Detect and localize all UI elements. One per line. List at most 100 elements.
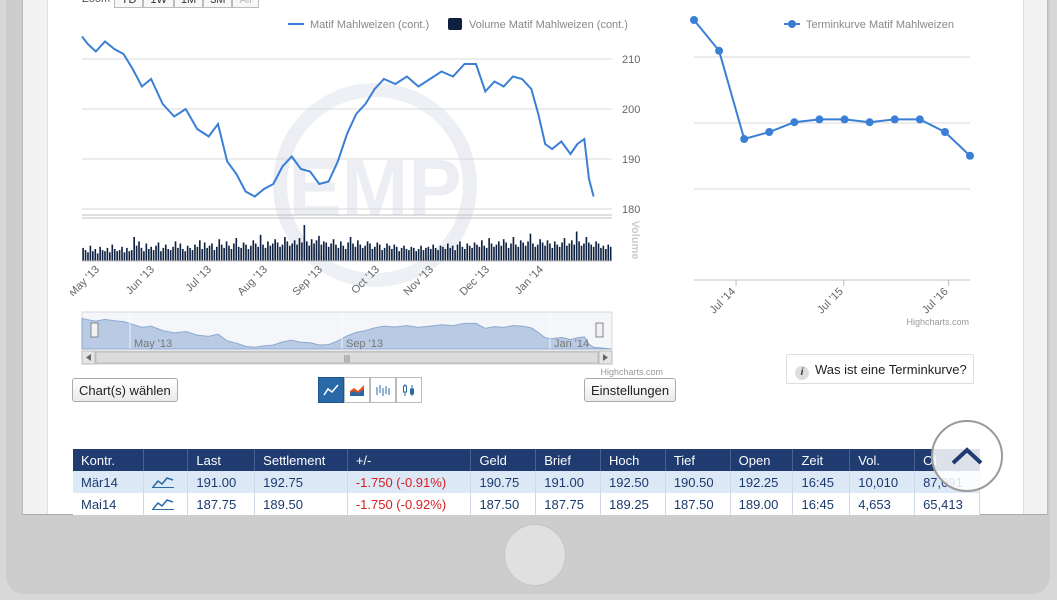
volume-bar: [592, 246, 595, 261]
zoom-1m-button[interactable]: 1M: [173, 0, 204, 8]
forward-point[interactable]: [690, 16, 698, 24]
forward-point[interactable]: [715, 46, 724, 55]
home-button[interactable]: [504, 524, 566, 586]
navigator-scrollbar-thumb[interactable]: [95, 351, 599, 364]
contract-cell[interactable]: Mär14: [73, 471, 144, 493]
volume-bar: [310, 239, 313, 261]
volume-bar: [138, 241, 140, 261]
area-chart-button[interactable]: [344, 377, 370, 403]
volume-bar: [233, 243, 235, 261]
ohlc-chart-button[interactable]: [370, 377, 396, 403]
line-chart-button[interactable]: [318, 377, 344, 403]
nav-label-jan14: Jan '14: [554, 338, 589, 350]
col-header-open[interactable]: Open: [730, 449, 794, 471]
forward-point[interactable]: [940, 128, 949, 136]
col-header-contract[interactable]: Kontr.: [73, 449, 144, 471]
scroll-to-top-button[interactable]: [931, 420, 1003, 492]
volume-bar: [563, 238, 566, 261]
navigator-right-handle[interactable]: [595, 322, 604, 338]
row-chart-icon[interactable]: [143, 471, 189, 493]
volume-bar: [135, 245, 138, 261]
volume-bar: [575, 231, 578, 261]
forward-point[interactable]: [890, 115, 899, 124]
row-chart-icon[interactable]: [143, 493, 189, 515]
volume-bar: [512, 237, 515, 261]
volume-bar: [145, 243, 148, 261]
col-header-time[interactable]: Zeit: [792, 449, 851, 471]
volume-bar: [471, 247, 473, 261]
forward-point[interactable]: [790, 118, 799, 127]
volume-bar: [434, 247, 437, 261]
value-cell: 190.75: [470, 471, 537, 493]
volume-bar: [420, 245, 422, 261]
col-header-last[interactable]: Last: [187, 449, 256, 471]
volume-bar: [393, 244, 396, 261]
forward-curve-legend[interactable]: Terminkurve Matif Mahlweizen: [784, 19, 954, 31]
col-header-ask[interactable]: Brief: [535, 449, 602, 471]
forward-point[interactable]: [840, 115, 849, 124]
volume-bar: [242, 242, 245, 261]
navigator-left-handle[interactable]: [90, 322, 99, 338]
y-tick-label: 180: [622, 204, 640, 216]
volume-bar: [395, 246, 398, 261]
volume-bar: [510, 243, 512, 261]
nav-label-may13: May '13: [134, 338, 172, 350]
volume-bar: [342, 245, 345, 261]
volume-bar: [551, 247, 554, 261]
charts-select-button[interactable]: Chart(s) wählen: [72, 378, 178, 402]
table-row[interactable]: Mär14 191.00 192.75 -1.750 (-0.91%) 190.75 19…: [73, 471, 980, 493]
volume-bar: [337, 247, 340, 261]
candlestick-chart-button[interactable]: [396, 377, 422, 403]
volume-bar: [267, 241, 269, 261]
volume-bar: [412, 247, 415, 261]
navigator[interactable]: May '13 Sep '13 Jan '14: [81, 311, 613, 350]
zoom-label: Zoom: [82, 0, 110, 8]
volume-bar: [456, 244, 459, 261]
volume-bar: [371, 249, 374, 261]
legend-price-text: Matif Mahlweizen (cont.): [310, 19, 429, 31]
contract-cell[interactable]: Mai14: [73, 493, 144, 515]
zoom-1w-button[interactable]: 1W: [143, 0, 174, 8]
volume-bar: [223, 247, 225, 261]
forward-point[interactable]: [740, 135, 749, 143]
col-header-volume[interactable]: Vol.: [849, 449, 916, 471]
zoom-yd-button[interactable]: YD: [114, 0, 144, 8]
volume-bar: [386, 243, 388, 261]
price-legend[interactable]: Matif Mahlweizen (cont.): [288, 19, 429, 31]
value-cell: 4,653: [849, 493, 916, 515]
forward-point[interactable]: [765, 128, 774, 136]
settings-button[interactable]: Einstellungen: [584, 378, 677, 402]
volume-bar: [201, 249, 204, 261]
volume-bar: [194, 244, 196, 261]
left-chart-credit[interactable]: Highcharts.com: [600, 367, 663, 377]
col-header-high[interactable]: Hoch: [600, 449, 666, 471]
forward-point[interactable]: [915, 115, 924, 124]
col-header-bid[interactable]: Geld: [470, 449, 537, 471]
table-row[interactable]: Mai14 187.75 189.50 -1.750 (-0.92%) 187.50 18…: [73, 493, 980, 515]
forward-point[interactable]: [865, 118, 874, 127]
volume-bar: [422, 250, 425, 261]
zoom-3m-button[interactable]: 3M: [203, 0, 233, 8]
volume-bar: [84, 250, 87, 261]
volume-bar: [449, 247, 452, 261]
forward-point[interactable]: [966, 151, 974, 160]
col-header-change[interactable]: +/-: [347, 449, 472, 471]
volume-legend[interactable]: Volume Matif Mahlweizen (cont.): [448, 18, 628, 31]
volume-bar: [152, 250, 155, 261]
volume-bar: [566, 245, 568, 261]
volume-bar: [597, 243, 600, 261]
col-header-low[interactable]: Tief: [665, 449, 731, 471]
volume-bar: [213, 250, 216, 261]
right-chart-credit[interactable]: Highcharts.com: [906, 317, 969, 327]
zoom-all-button[interactable]: All: [232, 0, 259, 8]
col-header-settlement[interactable]: Settlement: [254, 449, 348, 471]
navigator-scrollbar[interactable]: |||: [81, 350, 613, 365]
volume-bar: [546, 240, 549, 261]
forward-point[interactable]: [815, 115, 824, 124]
volume-bar: [524, 245, 527, 261]
forward-curve-info-button[interactable]: i Was ist eine Terminkurve?: [786, 354, 974, 384]
value-cell: 187.75: [187, 493, 256, 515]
x-tick-label: Jan '14: [513, 264, 546, 297]
volume-bar: [220, 244, 223, 261]
volume-bar: [427, 246, 430, 261]
